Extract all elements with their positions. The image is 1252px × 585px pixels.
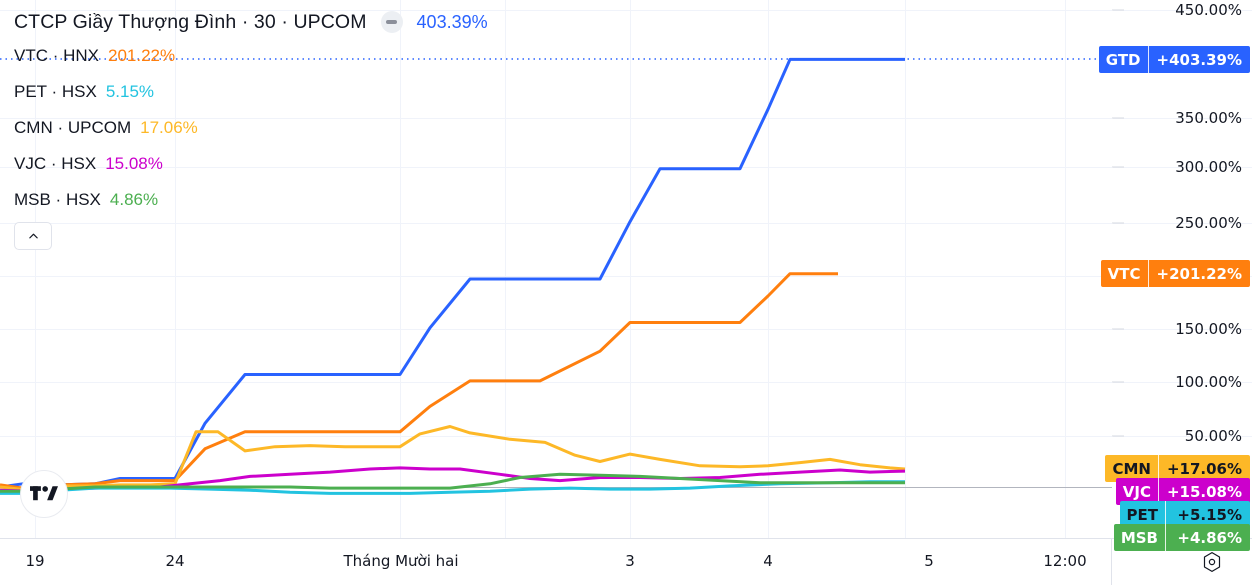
time-tick-label: 12:00	[1043, 552, 1087, 570]
grid-hline	[0, 118, 1252, 119]
time-tick-label: 24	[165, 552, 185, 570]
legend-item-value: 17.06%	[140, 118, 198, 137]
legend-item-pet[interactable]: PET · HSX 5.15%	[10, 74, 488, 110]
chart-legend: CTCP Giầy Thượng Đình · 30 · UPCOM 403.3…	[10, 6, 488, 250]
legend-collapse-button[interactable]	[14, 222, 52, 250]
price-tag-value: +15.08%	[1166, 482, 1242, 501]
legend-item-value: 4.86%	[109, 190, 159, 209]
legend-item-symbol: VJC · HSX	[14, 154, 97, 173]
grid-vline	[35, 0, 36, 538]
grid-vline	[400, 0, 401, 538]
series-line-cmn	[0, 425, 906, 492]
legend-item-symbol: CMN · UPCOM	[14, 118, 132, 137]
series-line-vtc	[0, 272, 838, 491]
legend-item-symbol: MSB · HSX	[14, 190, 101, 209]
legend-item-value: 201.22%	[108, 46, 176, 65]
time-tick-label: 4	[763, 552, 773, 570]
price-tag-symbol: VTC	[1101, 260, 1149, 287]
price-tag-symbol: PET	[1120, 501, 1166, 528]
time-scale[interactable]: 19 24 Tháng Mười hai 3 4 5 12:00	[0, 538, 1252, 585]
page-title: CTCP Giầy Thượng Đình · 30 · UPCOM	[14, 10, 367, 33]
eye-hidden-icon[interactable]	[380, 11, 403, 33]
price-tag-value: +4.86%	[1177, 528, 1242, 547]
grid-hline	[0, 276, 1252, 277]
series-line-gtd	[0, 57, 905, 489]
grid-vline	[768, 0, 769, 538]
time-tick-label: 3	[625, 552, 635, 570]
timescale-settings-icon[interactable]	[1200, 550, 1224, 574]
grid-hline	[0, 10, 1252, 11]
price-tag-value: +17.06%	[1166, 459, 1242, 478]
grid-vline	[175, 0, 176, 538]
price-tag-value: +201.22%	[1156, 264, 1242, 283]
legend-item-value: 15.08%	[105, 154, 163, 173]
price-tag-msb[interactable]: MSB +4.86%	[1113, 524, 1250, 551]
chevron-up-icon	[28, 233, 38, 238]
time-tick-label: Tháng Mười hai	[343, 552, 459, 570]
price-tag-cmn[interactable]: CMN +17.06%	[1105, 455, 1250, 482]
tradingview-logo-icon[interactable]	[20, 470, 68, 518]
tradingview-logo-glyph	[30, 486, 58, 501]
legend-rows: VTC · HNX 201.22% PET · HSX 5.15% CMN · UPCO…	[10, 38, 488, 218]
grid-hline	[0, 167, 1252, 168]
price-tag-symbol: MSB	[1114, 524, 1166, 551]
price-tag-value: +5.15%	[1177, 505, 1242, 524]
legend-item-vjc[interactable]: VJC · HSX 15.08%	[10, 146, 488, 182]
legend-item-vtc[interactable]: VTC · HNX 201.22%	[10, 38, 488, 74]
grid-vline	[505, 0, 506, 538]
grid-hline	[0, 223, 1252, 224]
time-scale-separator	[1111, 539, 1112, 585]
legend-main-value: 403.39%	[416, 11, 488, 32]
grid-hline	[0, 329, 1252, 330]
grid-hline	[0, 436, 1252, 437]
legend-main-row[interactable]: CTCP Giầy Thượng Đình · 30 · UPCOM 403.3…	[10, 6, 488, 38]
price-tag-vtc[interactable]: VTC +201.22%	[1100, 260, 1250, 287]
grid-hline	[0, 382, 1252, 383]
price-tag-pet[interactable]: PET +5.15%	[1119, 501, 1250, 528]
legend-item-msb[interactable]: MSB · HSX 4.86%	[10, 182, 488, 218]
price-tag-symbol: CMN	[1105, 455, 1159, 482]
legend-item-symbol: PET · HSX	[14, 82, 97, 101]
time-tick-label: 5	[924, 552, 934, 570]
legend-item-cmn[interactable]: CMN · UPCOM 17.06%	[10, 110, 488, 146]
price-tag-value: +403.39%	[1156, 50, 1242, 69]
legend-item-value: 5.15%	[105, 82, 155, 101]
legend-item-symbol: VTC · HNX	[14, 46, 99, 65]
time-tick-label: 19	[25, 552, 45, 570]
price-tag-vjc[interactable]: VJC +15.08%	[1115, 478, 1250, 505]
price-tag-symbol: VJC	[1116, 478, 1159, 505]
grid-vline	[905, 0, 906, 538]
price-tag-gtd[interactable]: GTD +403.39%	[1098, 46, 1250, 73]
series-line-msb	[0, 472, 905, 493]
chart-series-layer	[0, 57, 1112, 495]
eye-hidden-bar	[386, 20, 398, 24]
grid-vline	[630, 0, 631, 538]
price-tag-symbol: GTD	[1099, 46, 1149, 73]
timescale-settings-glyph	[1203, 552, 1221, 572]
grid-vline	[1065, 0, 1066, 538]
